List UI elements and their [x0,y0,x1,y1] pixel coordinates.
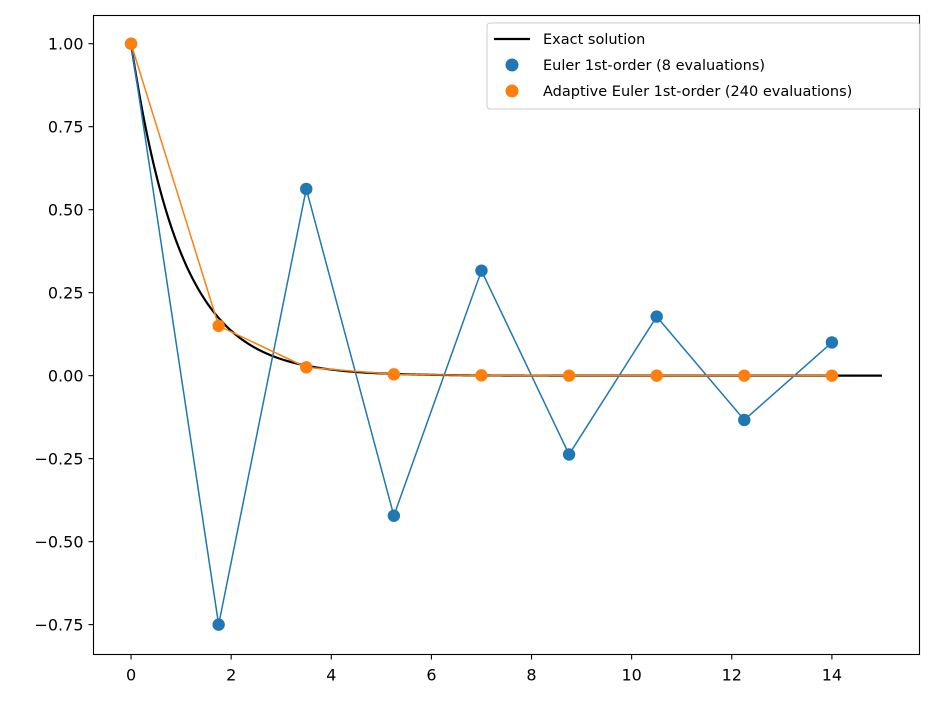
series-euler-point [825,336,839,349]
x-tick-label: 8 [526,666,536,685]
series-euler-point [475,264,488,277]
legend-marker-adaptive [505,84,519,98]
series-adaptive-point [124,37,138,50]
y-tick-label: 0.50 [48,201,84,220]
legend-label-adaptive: Adaptive Euler 1st-order (240 evaluation… [543,84,852,100]
series-euler-point [387,509,401,522]
y-tick-label: 0.25 [48,284,84,303]
series-adaptive-point [300,361,313,374]
x-tick-label: 10 [621,666,641,685]
series-adaptive-point [387,368,401,381]
series-layer [124,37,882,631]
legend-label-exact: Exact solution [543,32,645,48]
series-euler-point [212,618,225,631]
x-tick-label: 14 [822,666,842,685]
axes-layer: 0 2 4 6 8 10 12 14 −0.75 −0.50 −0.25 0.00 0.25 0.50 0.… [34,14,921,685]
axes-frame [92,14,921,656]
y-tick-label: −0.25 [34,450,83,469]
x-tick-label: 4 [326,666,336,685]
y-tick-label: 1.00 [48,35,84,54]
y-tick-label: 0.00 [48,367,84,386]
series-euler-point [562,448,576,461]
series-euler-point [300,182,313,196]
series-adaptive-point [562,369,576,382]
legend-marker-euler [505,58,519,72]
legend-label-euler: Euler 1st-order (8 evaluations) [543,58,765,74]
x-tick-label: 2 [226,666,236,685]
series-euler-point [650,310,663,323]
series-adaptive-point [212,319,225,333]
x-tick-label: 6 [426,666,436,685]
y-tick-label: −0.50 [34,533,83,552]
y-tick-label: 0.75 [48,118,84,137]
y-tick-label: −0.75 [34,616,83,635]
series-adaptive-point [825,369,839,382]
x-tick-label: 12 [722,666,742,685]
series-adaptive-point [650,369,663,382]
series-adaptive-point [475,369,488,382]
series-euler-point [738,413,751,427]
legend-box [486,22,921,110]
series-adaptive-point [738,369,751,382]
x-tick-label: 0 [126,666,136,685]
legend: Exact solution Euler 1st-order (8 evalua… [486,22,921,110]
